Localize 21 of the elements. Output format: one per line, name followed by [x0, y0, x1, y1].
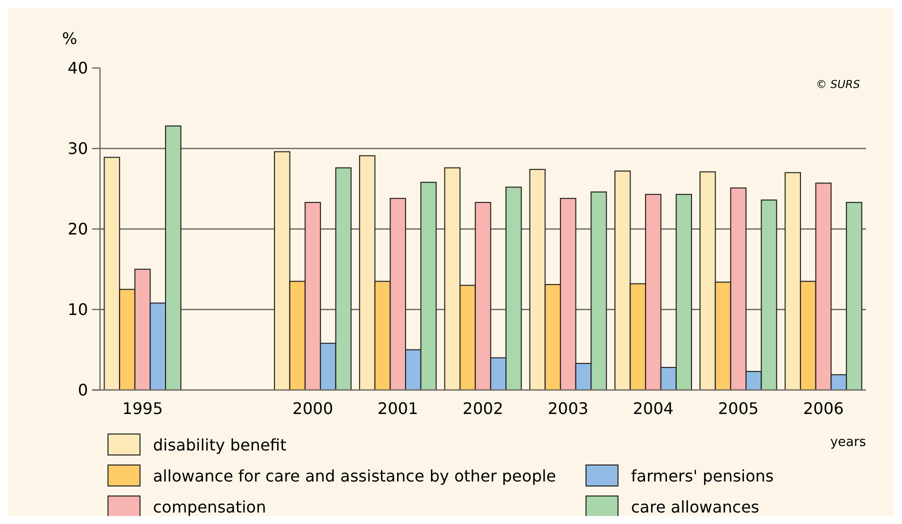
- y-axis-title: %: [62, 29, 78, 48]
- y-tick-label: 20: [68, 220, 88, 239]
- x-tick-label: 2004: [632, 399, 674, 418]
- x-tick-label: 2003: [548, 399, 588, 418]
- x-tick-label: 2002: [462, 399, 504, 418]
- x-tick-label: 2006: [803, 399, 844, 418]
- x-tick-label: 2000: [292, 399, 334, 418]
- y-tick-label: 0: [78, 380, 88, 400]
- legend-label: care allowances: [631, 498, 760, 517]
- y-tick-label: 30: [68, 139, 88, 158]
- x-tick-label: 2005: [718, 399, 759, 418]
- y-tick-label: 10: [68, 300, 88, 320]
- annotation: © SURS: [816, 78, 860, 91]
- x-tick-label: 2001: [378, 399, 418, 418]
- x-tick-label: 1995: [122, 399, 163, 418]
- legend-label: allowance for care and assistance by other people: [153, 466, 556, 486]
- legend-label: farmers' pensions: [631, 466, 774, 486]
- legend-label: disability benefit: [153, 436, 286, 455]
- y-tick-label: 40: [68, 58, 88, 78]
- x-axis-title: years: [830, 435, 866, 450]
- legend-label: compensation: [153, 498, 266, 517]
